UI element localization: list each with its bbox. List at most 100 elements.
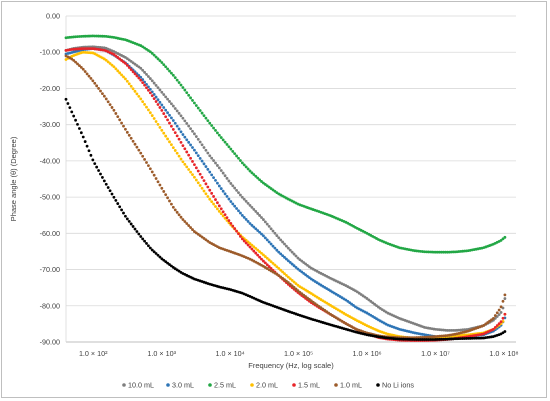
data-point: [233, 152, 237, 156]
data-point: [122, 211, 125, 215]
data-point: [225, 216, 229, 220]
data-point: [150, 114, 154, 117]
data-point: [154, 252, 158, 255]
series-no-li-ions: [64, 97, 507, 341]
data-point: [202, 162, 206, 166]
data-point: [189, 127, 192, 131]
data-point: [158, 255, 162, 259]
data-point: [250, 171, 254, 175]
data-point: [442, 250, 445, 254]
data-point: [166, 261, 169, 265]
data-point: [175, 124, 179, 128]
data-point: [258, 255, 261, 259]
legend-label: 2.5 mL: [214, 381, 236, 390]
y-tick-label: -50.00: [40, 193, 60, 202]
data-point: [373, 302, 376, 306]
data-point: [154, 120, 158, 123]
data-point: [171, 205, 175, 209]
data-point: [306, 296, 309, 300]
data-point: [156, 253, 160, 257]
data-point: [254, 251, 258, 255]
data-point: [262, 253, 265, 257]
data-point: [275, 265, 279, 269]
data-point: [171, 104, 175, 108]
data-point: [248, 169, 252, 173]
data-point: [212, 159, 215, 162]
data-point: [141, 237, 145, 241]
data-point: [426, 338, 430, 341]
data-point: [217, 184, 221, 188]
data-point: [242, 197, 246, 201]
data-point: [219, 212, 223, 216]
data-point: [171, 146, 175, 149]
data-point: [124, 214, 127, 218]
data-point: [260, 216, 263, 219]
data-point: [175, 109, 179, 113]
data-point: [145, 73, 148, 76]
data-point: [216, 131, 219, 135]
data-point: [150, 94, 154, 98]
data-point: [252, 249, 256, 253]
data-point: [434, 250, 438, 254]
data-point: [166, 137, 169, 141]
data-point: [152, 97, 156, 101]
data-point: [173, 149, 177, 152]
data-point: [235, 154, 238, 158]
data-point: [499, 320, 503, 324]
data-point: [277, 267, 281, 270]
data-point: [223, 192, 227, 196]
data-point: [135, 145, 139, 149]
data-point: [108, 103, 112, 106]
data-point: [258, 250, 261, 254]
data-point: [131, 139, 135, 143]
legend-marker: [122, 383, 126, 387]
data-point: [156, 123, 160, 126]
data-point: [219, 207, 223, 211]
x-axis-title: Frequency (Hz, log scale): [248, 361, 334, 370]
data-point: [106, 100, 110, 104]
legend-marker: [334, 383, 338, 387]
data-point: [110, 106, 114, 109]
data-point: [141, 68, 145, 72]
y-tick-label: -90.00: [40, 338, 60, 347]
data-point: [279, 238, 283, 242]
data-point: [154, 55, 158, 59]
data-point: [185, 150, 189, 154]
data-point: [290, 284, 294, 288]
data-point: [214, 198, 217, 201]
data-point: [68, 106, 72, 110]
data-point: [148, 246, 152, 250]
data-point: [451, 329, 455, 332]
data-point: [256, 229, 260, 232]
data-point: [64, 97, 68, 101]
data-point: [137, 76, 141, 80]
data-point: [415, 338, 419, 341]
data-point: [148, 50, 152, 54]
data-point: [252, 245, 256, 249]
data-point: [160, 103, 164, 107]
data-point: [72, 114, 76, 118]
data-point: [168, 121, 171, 125]
data-point: [198, 172, 202, 176]
data-point: [495, 311, 499, 315]
data-point: [139, 78, 143, 82]
y-tick-label: -40.00: [40, 156, 60, 165]
data-point: [170, 102, 173, 106]
data-point: [277, 236, 281, 240]
data-point: [497, 322, 501, 326]
data-point: [170, 71, 173, 75]
data-point: [227, 219, 231, 222]
data-point: [129, 136, 133, 140]
data-point: [191, 160, 194, 163]
data-point: [231, 224, 235, 228]
data-point: [242, 239, 246, 243]
data-point: [198, 140, 202, 144]
data-point: [212, 126, 215, 130]
legend-label: 10.0 mL: [128, 381, 154, 390]
data-point: [444, 250, 447, 254]
data-point: [147, 108, 150, 112]
data-point: [229, 147, 233, 151]
data-point: [296, 267, 300, 271]
data-point: [185, 165, 189, 169]
data-point: [233, 186, 237, 190]
